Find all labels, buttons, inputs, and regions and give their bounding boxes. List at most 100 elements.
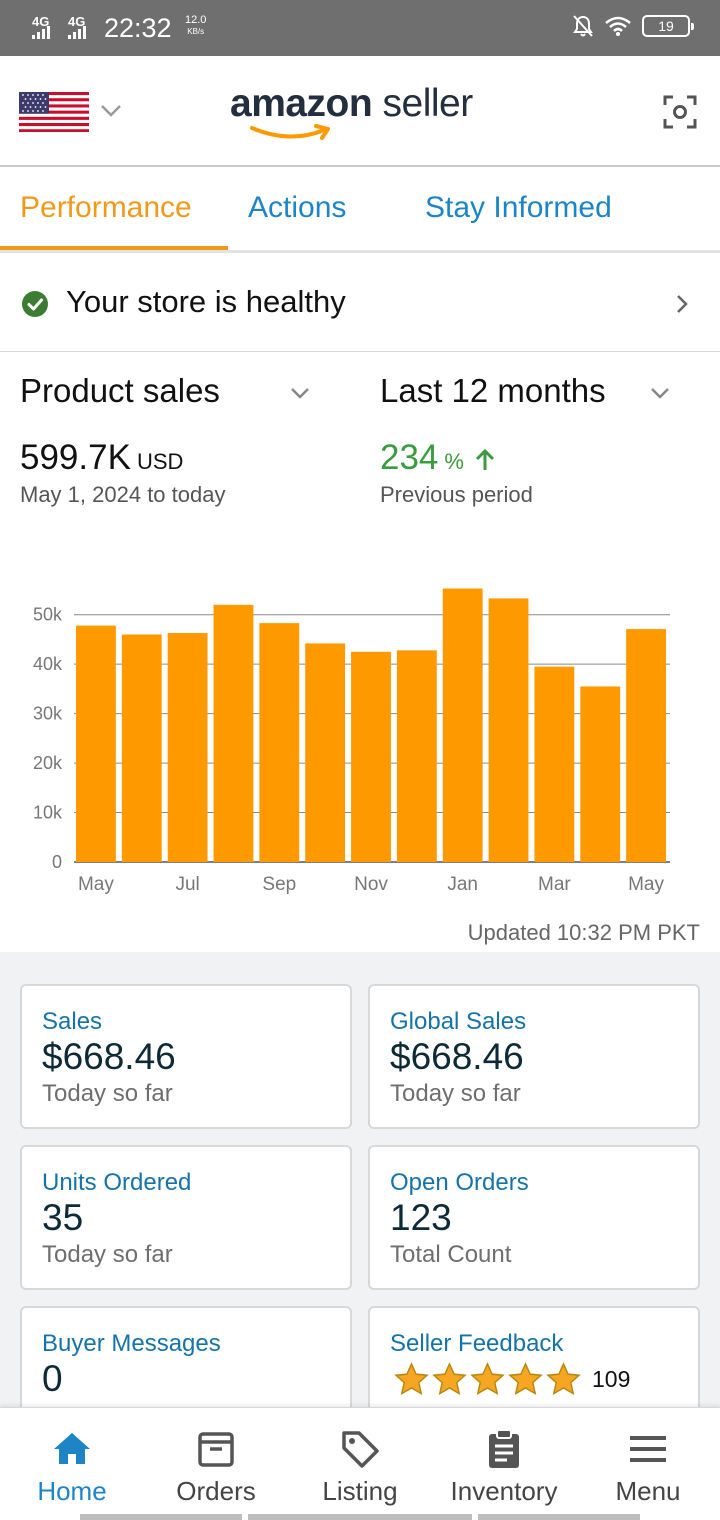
wifi-icon: [605, 16, 631, 36]
product-sales-chart: 0 10k 20k 30k 40k 50k May Jul Sep Nov Jan Mar May: [33, 588, 670, 895]
bar: [488, 598, 529, 862]
card-open-orders[interactable]: Open Orders 123 Total Count: [368, 1145, 700, 1290]
nav-home[interactable]: Home: [0, 1408, 144, 1520]
change-unit: %: [444, 449, 464, 474]
card-title: Open Orders: [390, 1169, 529, 1196]
x-tick-label: Jan: [447, 874, 478, 895]
metric-selector[interactable]: Product sales: [20, 372, 220, 409]
summary-cards: Sales $668.46 Today so far Global Sales …: [0, 952, 720, 1451]
card-global-sales[interactable]: Global Sales $668.46 Today so far: [368, 984, 700, 1129]
hamburger-icon: [630, 1436, 666, 1462]
gesture-bar-segment: [80, 1514, 242, 1520]
store-health-row[interactable]: Your store is healthy: [0, 256, 720, 352]
battery-icon: 19: [642, 15, 694, 37]
bar: [396, 650, 437, 862]
card-subtitle: Today so far: [390, 1080, 521, 1107]
x-tick-label: May: [78, 874, 114, 895]
y-tick-label: 20k: [33, 753, 63, 773]
x-tick-label: Jul: [175, 874, 199, 895]
bar: [534, 666, 575, 862]
nav-listing[interactable]: Listing: [288, 1408, 432, 1520]
tab-actions[interactable]: Actions: [248, 191, 347, 224]
store-health-text: Your store is healthy: [66, 284, 346, 319]
status-bar: 4G 4G 22:32 12.0 KB/s 19: [0, 0, 720, 56]
nav-label: Inventory: [450, 1476, 558, 1506]
change-label: Previous period: [380, 482, 533, 507]
card-value: 0: [42, 1358, 63, 1399]
card-title: Seller Feedback: [390, 1330, 564, 1357]
total-sales-unit: USD: [136, 449, 184, 474]
y-tick-label: 0: [52, 852, 62, 872]
y-tick-label: 10k: [33, 803, 63, 823]
total-sales: 599.7K USD: [20, 438, 183, 478]
card-title: Global Sales: [390, 1008, 527, 1035]
card-subtitle: Total Count: [390, 1241, 512, 1268]
clipboard-icon: [489, 1429, 519, 1468]
tab-bar: Performance Actions Stay Informed: [0, 167, 720, 253]
us-flag-icon[interactable]: [19, 92, 89, 132]
orders-icon: [198, 1432, 234, 1467]
tag-icon: [342, 1431, 379, 1468]
network-type-2: 4G: [68, 14, 86, 29]
updated-timestamp: Updated 10:32 PM PKT: [467, 920, 700, 945]
card-sales[interactable]: Sales $668.46 Today so far: [20, 984, 352, 1129]
bar: [626, 629, 666, 862]
date-range: May 1, 2024 to today: [20, 482, 226, 507]
home-icon: [54, 1433, 90, 1464]
signal-icon-2: [68, 26, 86, 39]
status-icons: 19: [572, 14, 694, 38]
y-tick-label: 50k: [33, 605, 63, 625]
signal-icon-1: [32, 26, 50, 39]
y-tick-label: 40k: [33, 654, 63, 674]
network-speed: 12.0 KB/s: [185, 15, 206, 37]
y-tick-label: 30k: [33, 704, 63, 724]
speed-unit: KB/s: [187, 27, 205, 36]
nav-label: Orders: [176, 1476, 256, 1506]
change-percent: 234%: [380, 438, 496, 478]
feedback-count: 109: [592, 1366, 631, 1392]
battery-level: 19: [658, 18, 674, 34]
logo-text-light: seller: [372, 82, 474, 125]
nav-menu[interactable]: Menu: [576, 1408, 720, 1520]
period-selector[interactable]: Last 12 months: [380, 372, 606, 409]
card-value: 35: [42, 1197, 84, 1238]
bar: [351, 651, 391, 862]
logo-text-bold: amazon: [230, 82, 373, 125]
tab-performance[interactable]: Performance: [20, 191, 192, 224]
star-icon: [508, 1362, 543, 1396]
nav-inventory[interactable]: Inventory: [432, 1408, 576, 1520]
card-value: $668.46: [390, 1036, 524, 1077]
star-icon: [470, 1362, 505, 1396]
star-icon: [394, 1362, 429, 1396]
star-icon: [432, 1362, 467, 1396]
x-tick-label: May: [628, 874, 664, 895]
nav-label: Listing: [322, 1476, 398, 1506]
gesture-bar-segment: [478, 1514, 640, 1520]
chevron-down-icon[interactable]: [648, 384, 672, 402]
card-title: Sales: [42, 1008, 103, 1035]
card-units-ordered[interactable]: Units Ordered 35 Today so far: [20, 1145, 352, 1290]
amazon-smile-icon: [250, 124, 330, 140]
scan-icon[interactable]: [662, 94, 698, 130]
tab-stay-informed[interactable]: Stay Informed: [425, 191, 612, 224]
x-tick-label: Mar: [538, 874, 571, 895]
chevron-down-icon[interactable]: [98, 100, 124, 120]
card-subtitle: Today so far: [42, 1080, 173, 1107]
total-sales-value: 599.7K: [20, 438, 131, 477]
clock: 22:32: [104, 13, 172, 43]
x-tick-label: Nov: [354, 874, 388, 895]
chevron-down-icon[interactable]: [288, 384, 312, 402]
bar: [167, 633, 208, 862]
arrow-up-icon: [475, 448, 494, 470]
bar: [76, 625, 116, 862]
nav-orders[interactable]: Orders: [144, 1408, 288, 1520]
card-value: $668.46: [42, 1036, 176, 1077]
card-title: Units Ordered: [42, 1169, 192, 1196]
card-subtitle: Today so far: [42, 1241, 173, 1268]
bar: [121, 634, 162, 862]
bar: [442, 588, 483, 862]
feedback-rating: 109: [394, 1362, 630, 1397]
card-value: 123: [390, 1197, 452, 1238]
change-value: 234: [380, 438, 439, 477]
amazon-seller-logo: amazon seller: [230, 82, 500, 146]
